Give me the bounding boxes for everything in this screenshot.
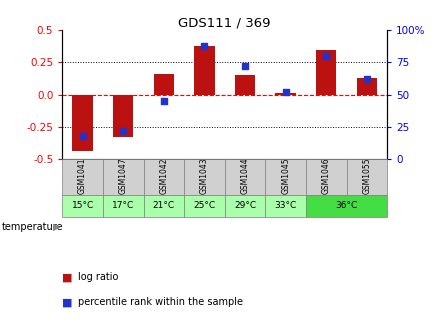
Bar: [357, 78, 377, 94]
Bar: [275, 93, 296, 94]
Text: log ratio: log ratio: [78, 272, 118, 282]
Text: GSM1043: GSM1043: [200, 158, 209, 195]
Text: ▶: ▶: [53, 222, 60, 232]
Text: ■: ■: [62, 272, 73, 282]
Point: [201, 43, 208, 48]
Bar: [316, 49, 336, 94]
Point: [160, 98, 167, 104]
Text: 21°C: 21°C: [153, 201, 175, 210]
Text: 17°C: 17°C: [112, 201, 134, 210]
Bar: [73, 94, 93, 151]
Bar: [62, 195, 103, 217]
Text: GSM1046: GSM1046: [322, 158, 331, 195]
Text: 33°C: 33°C: [275, 201, 297, 210]
Bar: [143, 195, 184, 217]
Text: 25°C: 25°C: [194, 201, 215, 210]
Text: GSM1047: GSM1047: [119, 158, 128, 195]
Bar: [225, 195, 265, 217]
Bar: [306, 159, 347, 195]
Text: GSM1044: GSM1044: [241, 158, 250, 195]
Text: 36°C: 36°C: [336, 201, 358, 210]
Bar: [235, 75, 255, 94]
Text: GSM1041: GSM1041: [78, 158, 87, 195]
Point: [363, 76, 370, 82]
Text: GSM1042: GSM1042: [159, 158, 168, 195]
Bar: [347, 159, 387, 195]
Bar: [113, 94, 134, 137]
Bar: [103, 159, 143, 195]
Text: ■: ■: [62, 297, 73, 307]
Bar: [194, 46, 214, 94]
Text: GSM1055: GSM1055: [362, 158, 371, 195]
Bar: [184, 159, 225, 195]
Text: percentile rank within the sample: percentile rank within the sample: [78, 297, 243, 307]
Point: [323, 53, 330, 59]
Bar: [225, 159, 265, 195]
Text: temperature: temperature: [2, 222, 64, 232]
Point: [282, 89, 289, 95]
Text: GSM1045: GSM1045: [281, 158, 290, 195]
Text: 15°C: 15°C: [72, 201, 94, 210]
Bar: [62, 159, 103, 195]
Bar: [306, 195, 387, 217]
Bar: [143, 159, 184, 195]
Bar: [154, 74, 174, 94]
Point: [79, 133, 86, 138]
Bar: [184, 195, 225, 217]
Title: GDS111 / 369: GDS111 / 369: [178, 16, 271, 29]
Point: [242, 64, 249, 69]
Text: 29°C: 29°C: [234, 201, 256, 210]
Point: [120, 128, 127, 133]
Bar: [265, 159, 306, 195]
Bar: [265, 195, 306, 217]
Bar: [103, 195, 143, 217]
